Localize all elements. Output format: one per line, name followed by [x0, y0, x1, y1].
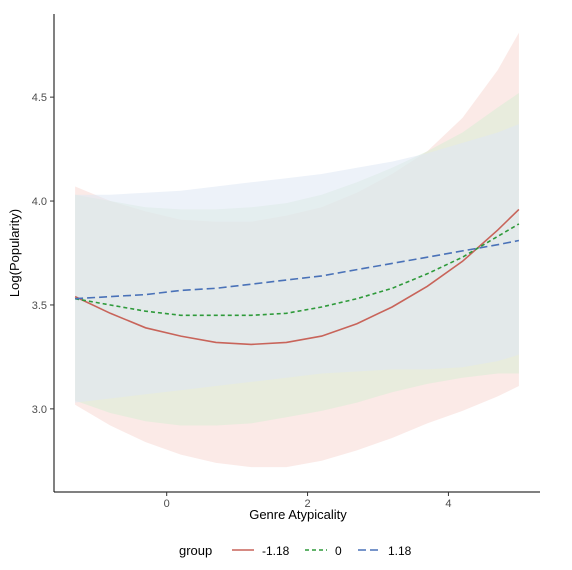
legend-title: group [179, 543, 212, 558]
y-tick-label: 4.0 [32, 196, 47, 208]
series-line-3 [75, 239, 520, 300]
confidence-bands [75, 32, 519, 468]
x-tick-label: 2 [305, 498, 311, 510]
axes [53, 14, 540, 493]
y-tick-label: 4.5 [32, 92, 47, 104]
x-tick-label: 0 [164, 498, 170, 510]
x-tick-label: 4 [445, 498, 451, 510]
legend-label-series-2: 0 [335, 544, 342, 558]
y-tick-label: 3.0 [32, 404, 47, 416]
y-tick-label: 3.5 [32, 300, 47, 312]
legend: group -1.18 0 1.18 [179, 543, 412, 558]
series-lines [74, 208, 520, 346]
tick-marks: 0 2 4 3.0 3.5 4.0 4.5 [32, 92, 452, 510]
x-axis-title: Genre Atypicality [249, 507, 347, 522]
y-axis-title: Log(Popularity) [7, 209, 22, 297]
legend-label-series-3: 1.18 [388, 544, 412, 558]
series-line-1 [74, 208, 520, 346]
confidence-band-series-3 [75, 124, 519, 403]
legend-label-series-1: -1.18 [262, 544, 290, 558]
series-line-2 [74, 223, 520, 317]
